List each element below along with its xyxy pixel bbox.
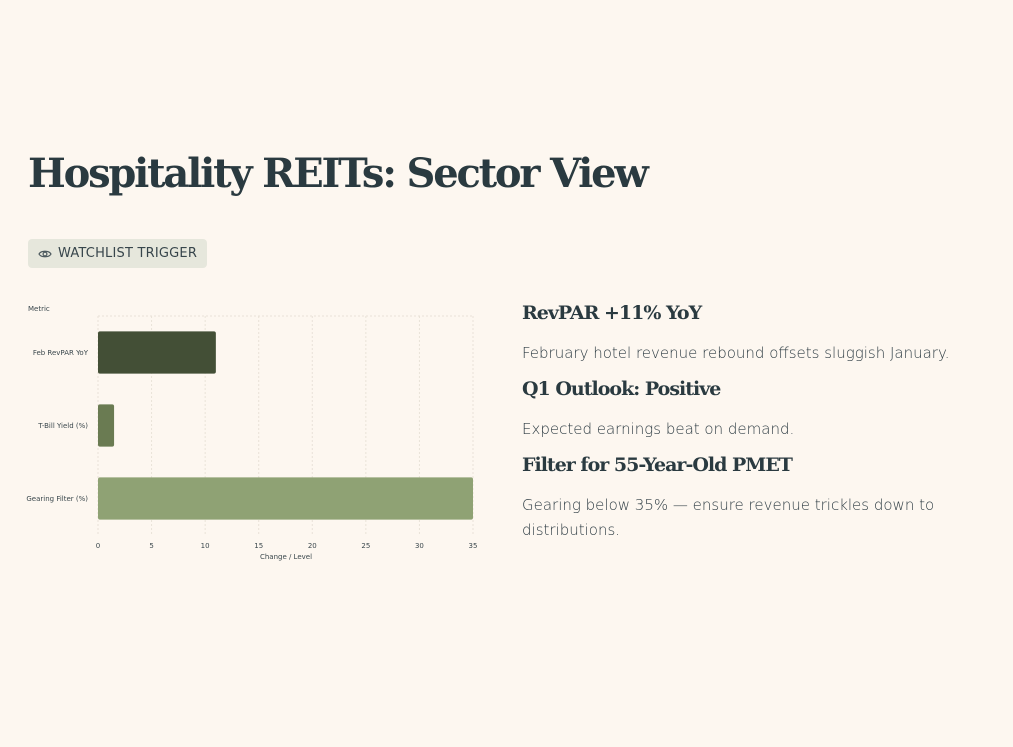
watchlist-badge[interactable]: WATCHLIST TRIGGER: [28, 239, 208, 268]
x-ticks: 0 5 10 15 20 25 30 35: [96, 542, 478, 550]
x-tick-label: 5: [149, 542, 153, 550]
bar-feb-revpar-yoy[interactable]: [98, 331, 216, 374]
bars: [98, 331, 473, 520]
x-tick-label: 20: [308, 542, 317, 550]
category-labels: Feb RevPAR YoY T-Bill Yield (%) Gearing Fi…: [26, 349, 88, 503]
category-label: Gearing Filter (%): [26, 495, 88, 503]
x-tick-label: 35: [469, 542, 478, 550]
badge-label: WATCHLIST TRIGGER: [58, 246, 198, 261]
insight-heading-filter: Filter for 55-Year-Old PMET: [522, 454, 793, 476]
x-tick-label: 0: [96, 542, 100, 550]
category-label: T-Bill Yield (%): [37, 422, 88, 430]
x-tick-label: 15: [254, 542, 263, 550]
page-title: Hospitality REITs: Sector View: [28, 150, 649, 197]
insight-text-filter: Gearing below 35% — ensure revenue trick…: [522, 496, 935, 539]
bar-gearing-filter[interactable]: [98, 477, 473, 520]
insight-heading-revpar: RevPAR +11% YoY: [522, 302, 702, 324]
eye-icon: [38, 249, 52, 259]
insights-panel: RevPAR +11% YoY February hotel revenue r…: [522, 300, 992, 553]
x-axis-label: Change / Level: [260, 553, 312, 561]
x-tick-label: 10: [201, 542, 210, 550]
insight-heading-outlook: Q1 Outlook: Positive: [522, 378, 721, 400]
bar-t-bill-yield[interactable]: [98, 404, 115, 447]
x-tick-label: 25: [361, 542, 370, 550]
bar-chart: Metric Feb RevPAR YoY T-Bill Yield (%) Gea…: [26, 305, 478, 561]
y-axis-label: Metric: [28, 305, 50, 313]
insight-text-revpar: February hotel revenue rebound offsets s…: [522, 344, 950, 362]
x-tick-label: 30: [415, 542, 424, 550]
insight-text-outlook: Expected earnings beat on demand.: [522, 420, 795, 438]
category-label: Feb RevPAR YoY: [33, 349, 89, 357]
